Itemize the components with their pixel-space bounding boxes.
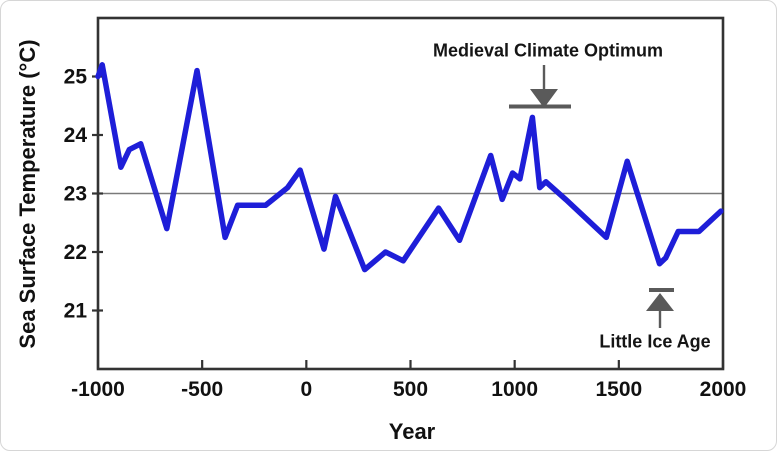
medieval-climate-optimum-down-arrow-icon bbox=[530, 89, 558, 108]
x-axis-tick-label: -1000 bbox=[71, 378, 125, 401]
y-axis-tick-label: 21 bbox=[64, 300, 88, 323]
x-axis-tick-label: 1500 bbox=[595, 378, 642, 401]
y-axis-tick-label: 22 bbox=[64, 241, 87, 264]
y-axis-tick-label: 25 bbox=[64, 66, 88, 89]
annotation-label-medieval-climate-optimum: Medieval Climate Optimum bbox=[432, 40, 664, 61]
little-ice-age-up-arrow-icon bbox=[646, 293, 674, 311]
x-axis-title: Year bbox=[388, 419, 436, 444]
annotation-label-little-ice-age: Little Ice Age bbox=[599, 331, 711, 352]
y-axis-tick-label: 23 bbox=[64, 183, 87, 206]
y-axis-title: Sea Surface Temperature (°C) bbox=[15, 39, 40, 349]
y-axis-tick-label: 24 bbox=[64, 124, 88, 147]
x-axis-tick-label: 0 bbox=[300, 378, 312, 401]
sst-line bbox=[95, 62, 724, 273]
x-axis-tick-label: 2000 bbox=[700, 378, 747, 401]
x-axis-tick-label: 1000 bbox=[491, 378, 538, 401]
x-axis-tick-label: 500 bbox=[393, 378, 428, 401]
x-axis-tick-label: -500 bbox=[181, 378, 223, 401]
